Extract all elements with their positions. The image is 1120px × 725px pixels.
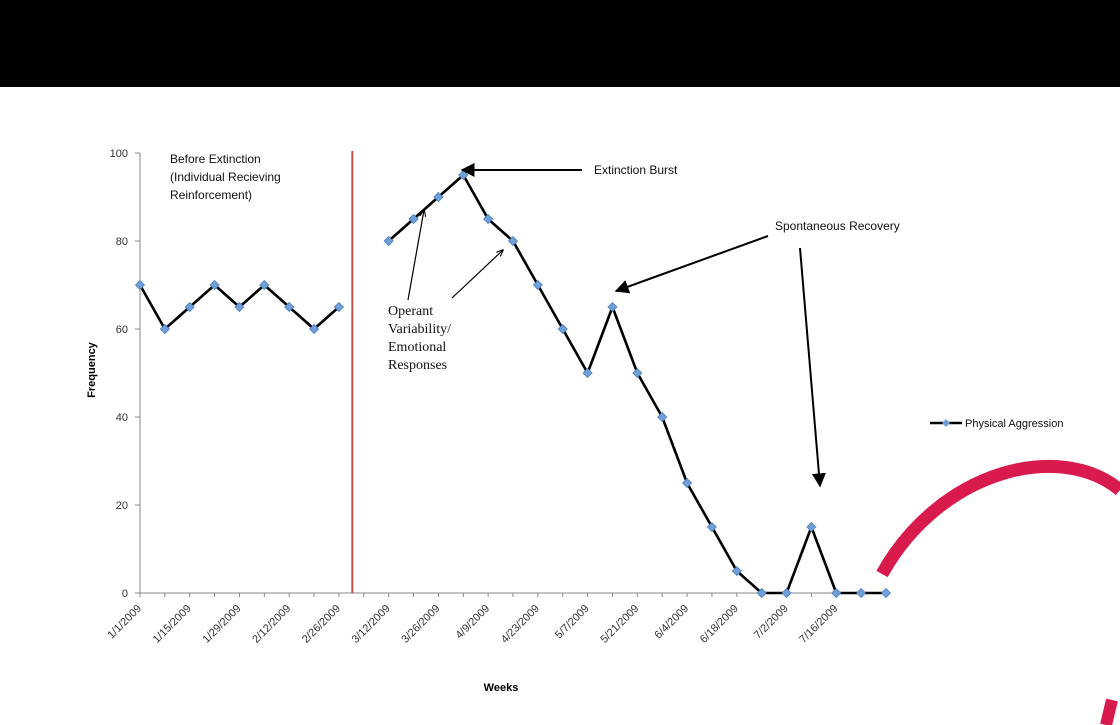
data-point <box>682 477 693 489</box>
x-tick-label: 2/26/2009 <box>300 603 343 646</box>
data-point <box>408 213 419 225</box>
data-point <box>209 279 220 291</box>
annotation-operant-variability: Responses <box>388 358 447 373</box>
legend-marker <box>942 419 950 427</box>
data-point <box>234 301 245 313</box>
y-tick-label: 40 <box>116 412 128 424</box>
decorative-swoosh <box>876 459 1120 725</box>
data-point <box>880 587 892 599</box>
annotation-before-extinction: Before Extinction <box>170 152 261 166</box>
y-tick-label: 20 <box>116 500 128 512</box>
data-point <box>309 323 320 335</box>
x-tick-label: 1/15/2009 <box>151 603 194 646</box>
x-tick-label: 1/1/2009 <box>105 603 144 642</box>
legend: Physical Aggression <box>930 418 1063 430</box>
data-point <box>582 367 593 379</box>
x-tick-label: 6/18/2009 <box>698 603 741 646</box>
series-physical-aggression <box>134 169 892 599</box>
legend-label: Physical Aggression <box>965 418 1063 430</box>
y-ticks: 0 20 40 60 80 100 <box>110 148 140 600</box>
x-tick-label: 3/26/2009 <box>399 603 442 646</box>
data-point <box>134 279 146 291</box>
swoosh-tail <box>1100 698 1118 725</box>
data-point <box>856 587 867 599</box>
arrow-spontaneous-recovery-2 <box>799 247 826 488</box>
chart-panel <box>0 87 1120 725</box>
y-axis-title: Frequency <box>86 341 98 398</box>
y-tick-label: 100 <box>110 148 128 160</box>
data-point <box>433 191 444 203</box>
data-point <box>483 213 494 225</box>
x-tick-label: 4/23/2009 <box>499 603 542 646</box>
y-tick-label: 60 <box>116 324 128 336</box>
data-point <box>184 301 195 313</box>
swoosh-curve <box>876 459 1120 578</box>
x-tick-label: 5/21/2009 <box>598 603 641 646</box>
data-point <box>781 587 792 599</box>
annotation-extinction-burst: Extinction Burst <box>594 163 678 177</box>
data-point <box>806 521 817 533</box>
data-point <box>532 279 543 291</box>
x-ticks: 1/1/2009 1/15/2009 1/29/2009 2/12/2009 2/26/… <box>105 593 887 646</box>
annotation-before-extinction: Reinforcement) <box>170 188 252 202</box>
data-point <box>632 367 643 379</box>
x-tick-label: 7/16/2009 <box>797 603 840 646</box>
y-tick-label: 0 <box>122 588 128 600</box>
annotation-operant-variability: Operant <box>388 304 433 319</box>
y-tick-label: 80 <box>116 236 128 248</box>
x-tick-label: 1/29/2009 <box>200 603 243 646</box>
annotation-spontaneous-recovery: Spontaneous Recovery <box>775 219 900 233</box>
x-tick-label: 6/4/2009 <box>652 603 691 642</box>
x-tick-label: 2/12/2009 <box>250 603 293 646</box>
data-point <box>706 521 717 533</box>
data-point <box>259 279 270 291</box>
data-point <box>831 587 842 599</box>
data-point <box>557 323 568 335</box>
data-point <box>507 235 519 247</box>
x-tick-label: 7/2/2009 <box>752 603 791 642</box>
annotation-before-extinction: (Individual Recieving <box>170 170 281 184</box>
x-tick-label: 5/7/2009 <box>553 603 592 642</box>
data-point <box>159 323 170 335</box>
x-tick-label: 4/9/2009 <box>453 603 492 642</box>
x-axis-title: Weeks <box>484 682 519 694</box>
annotation-operant-variability: Emotional <box>388 340 446 355</box>
data-point <box>284 301 295 313</box>
data-point <box>731 565 742 577</box>
arrow-operant-1 <box>407 210 424 301</box>
arrow-operant-2 <box>451 250 503 299</box>
annotations: Before Extinction (Individual Recieving Re… <box>170 152 900 488</box>
data-point <box>383 235 394 247</box>
data-point <box>607 301 618 313</box>
data-point <box>657 411 668 423</box>
annotation-operant-variability: Variability/ <box>388 322 451 337</box>
arrow-spontaneous-recovery-1 <box>614 235 769 294</box>
data-point <box>333 301 344 313</box>
x-tick-label: 3/12/2009 <box>350 603 393 646</box>
data-point <box>756 587 767 599</box>
